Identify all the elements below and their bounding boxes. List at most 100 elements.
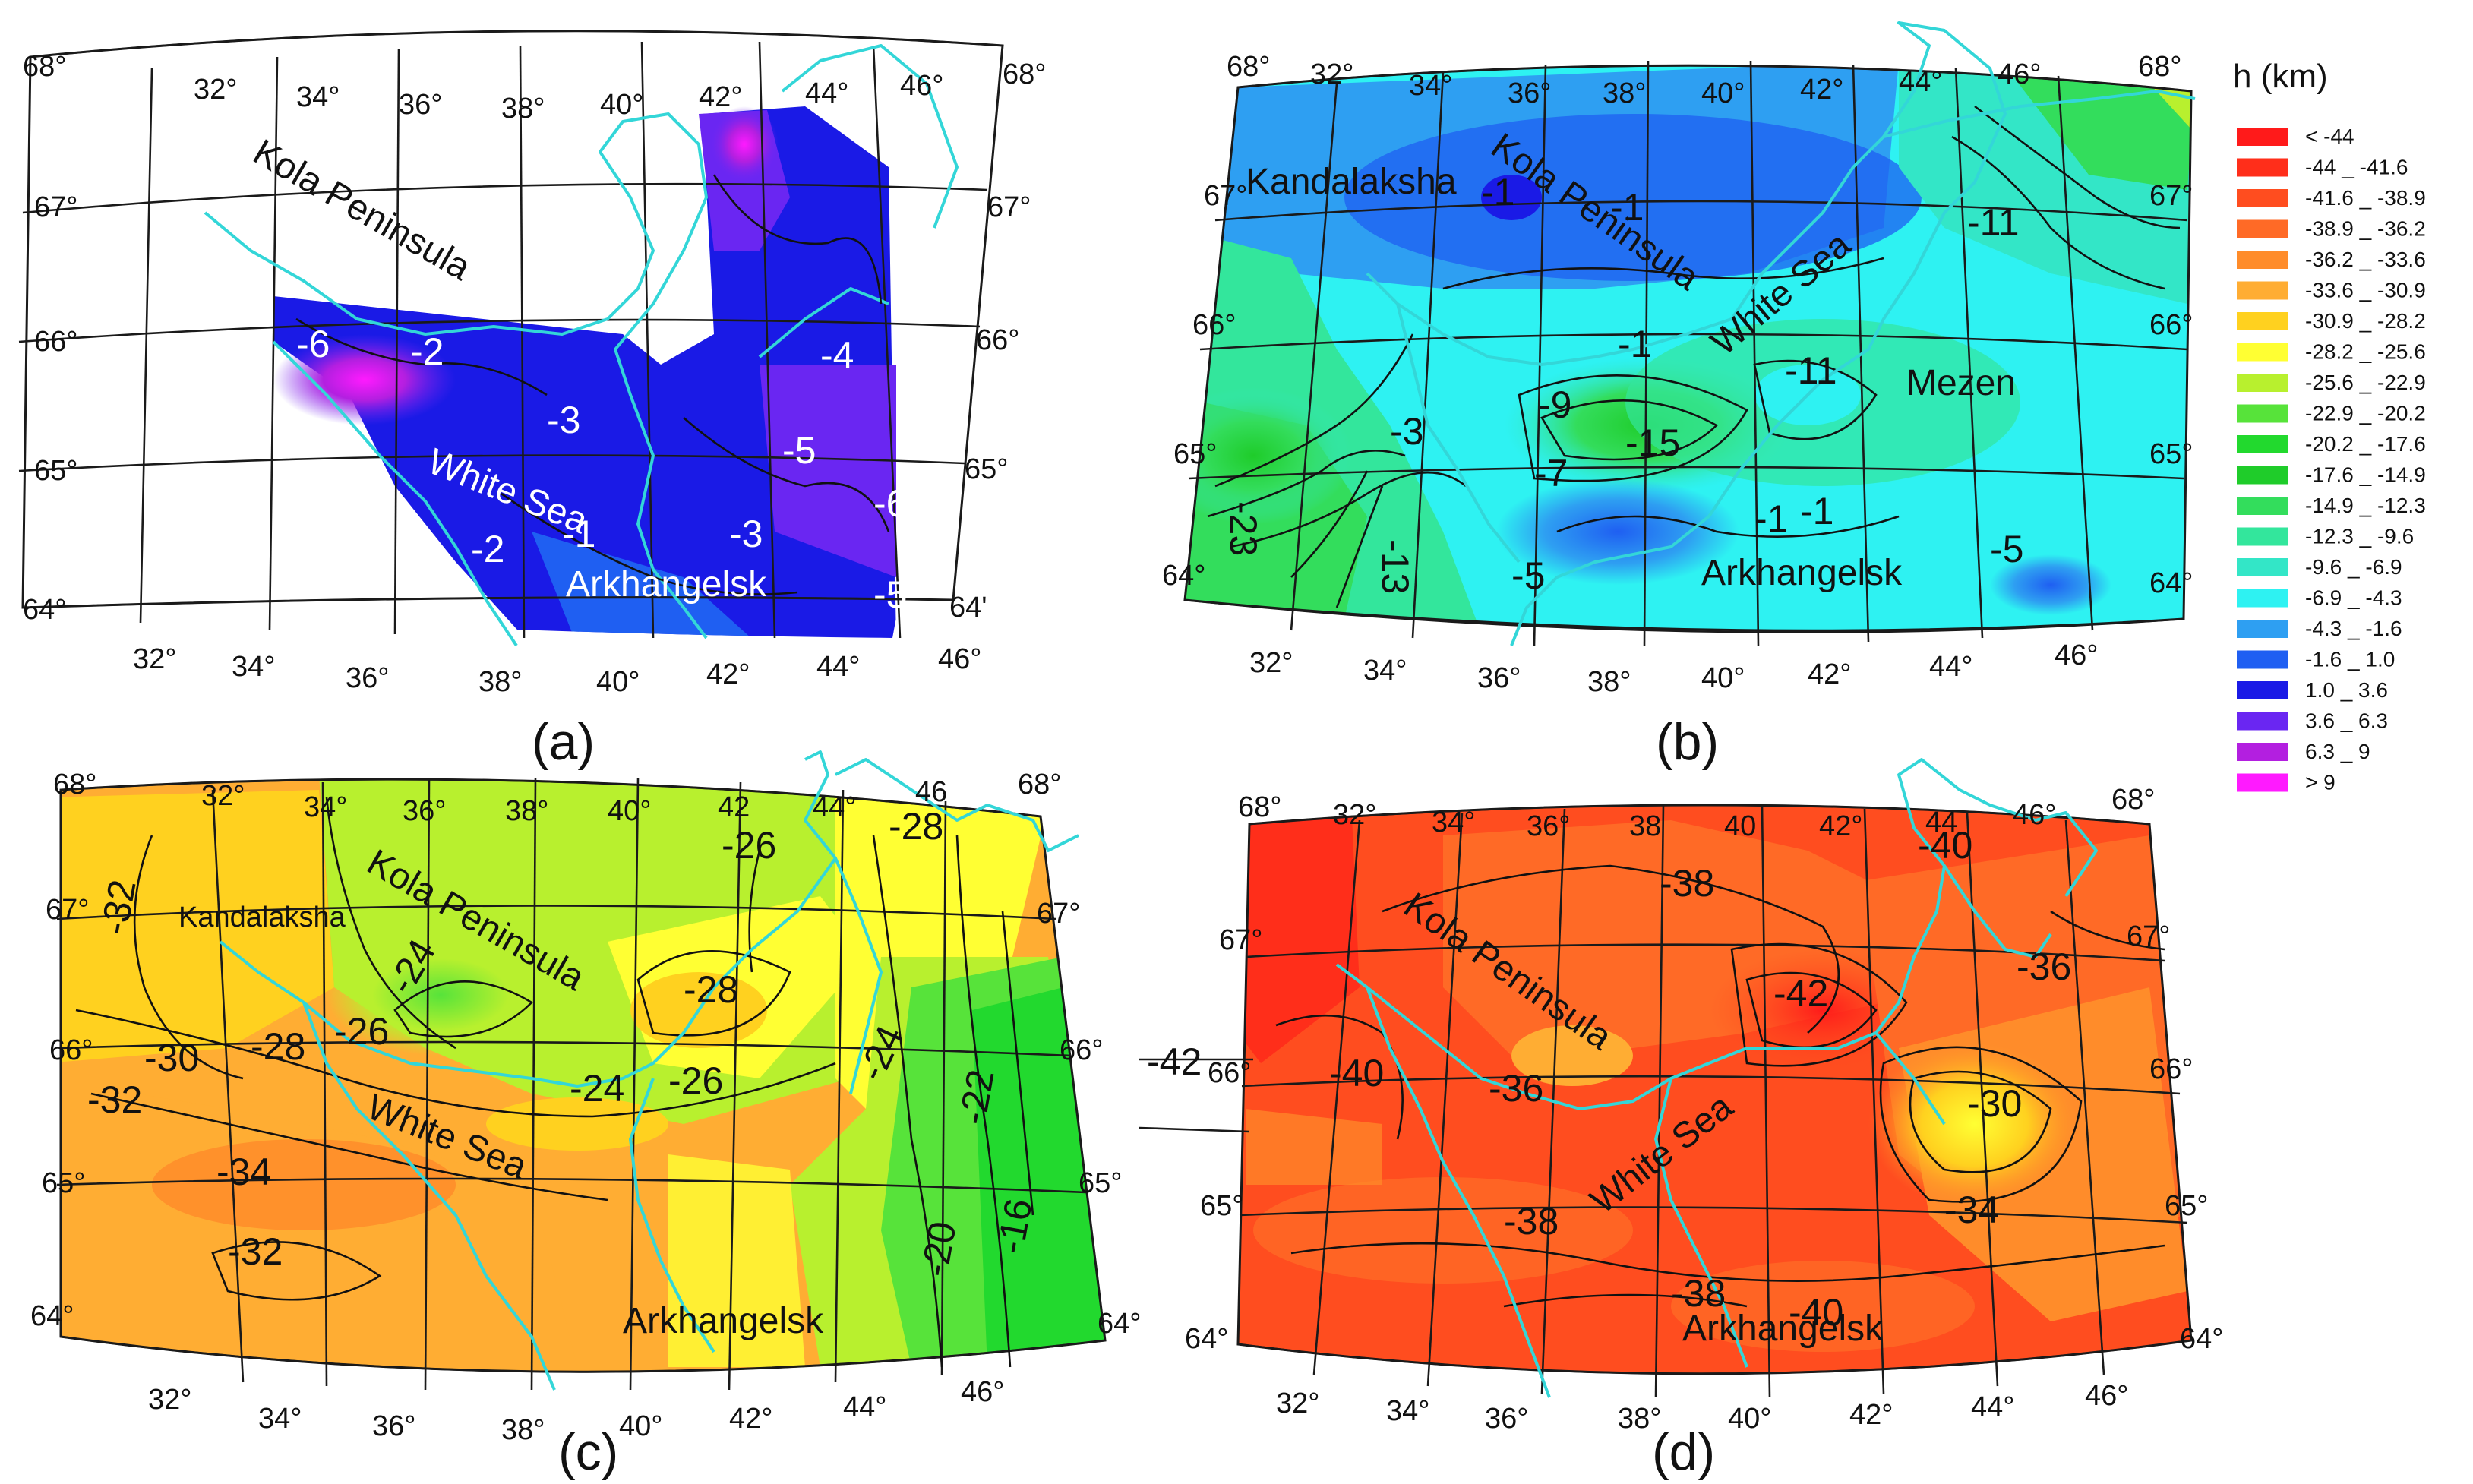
legend-title: h (km) [2233, 58, 2328, 95]
svg-text:-13: -13 [1374, 539, 1417, 594]
place-kola-peninsula: Kola Peninsula [247, 132, 478, 289]
svg-text:36°: 36° [1527, 810, 1570, 842]
panel-d-contour-labels: -38 -40 -36 -42 -42 -40 -36 -30 -38 -34 … [1147, 824, 2071, 1334]
panel-d-contours [1275, 864, 2165, 1308]
panel-b-graticule [1183, 60, 2193, 646]
svg-text:-32: -32 [87, 1078, 142, 1121]
svg-text:42°: 42° [1849, 1399, 1893, 1431]
svg-text:32°: 32° [1276, 1388, 1319, 1419]
svg-text:32°: 32° [1310, 58, 1353, 90]
svg-text:40: 40 [1724, 810, 1756, 842]
svg-text:46°: 46° [961, 1376, 1004, 1408]
legend-label: 3.6 _ 6.3 [2305, 709, 2388, 733]
legend-swatch [2237, 773, 2288, 792]
panel-a-graticule [18, 30, 1004, 639]
svg-text:-1: -1 [562, 513, 595, 555]
svg-text:-7: -7 [1534, 452, 1568, 494]
legend-label: -1.6 _ 1.0 [2305, 648, 2395, 671]
svg-text:-38: -38 [1504, 1200, 1559, 1242]
svg-text:-5: -5 [1511, 554, 1545, 597]
svg-text:64': 64' [949, 592, 987, 624]
legend-label: -36.2 _ -33.6 [2305, 248, 2426, 271]
panel-label-d: (d) [1652, 1423, 1715, 1481]
svg-text:-5: -5 [873, 573, 907, 616]
svg-text:68°: 68° [2138, 51, 2181, 83]
panel-b-contour-labels: -1 -1 -11 -1 -11 -9 -15 -3 -7 -23 -13 -5… [1222, 171, 2023, 597]
svg-text:40°: 40° [1728, 1403, 1771, 1435]
legend-label: -38.9 _ -36.2 [2305, 217, 2426, 241]
panel-c: 68° 67° 66° 65° 64° 68° 67° 66° 65° 64° … [30, 750, 1141, 1481]
svg-text:44°: 44° [1929, 651, 1972, 683]
svg-text:34°: 34° [296, 81, 340, 113]
legend-swatch [2237, 404, 2288, 423]
legend-swatch [2237, 281, 2288, 300]
svg-text:-3: -3 [547, 399, 580, 441]
svg-text:-34: -34 [216, 1151, 271, 1193]
svg-text:40°: 40° [596, 666, 640, 698]
svg-text:64°: 64° [23, 594, 66, 626]
legend: h (km) < -44 -44 _ -41.6 -41.6 _ -38.9 -38.… [2233, 58, 2426, 794]
svg-text:38°: 38° [1603, 77, 1646, 109]
svg-text:68°: 68° [1238, 791, 1281, 823]
panel-c-lat-labels-left: 68° 67° 66° 65° 64° [30, 769, 96, 1332]
legend-label: -25.6 _ -22.9 [2305, 371, 2426, 394]
svg-text:-11: -11 [1967, 201, 2020, 244]
svg-text:-1: -1 [1754, 497, 1788, 540]
svg-text:67°: 67° [46, 894, 89, 926]
svg-text:66°: 66° [1060, 1034, 1103, 1066]
svg-text:65°: 65° [2149, 438, 2193, 470]
legend-swatch [2237, 681, 2288, 699]
panel-c-lat-labels-right: 68° 67° 66° 65° 64° [1018, 769, 1141, 1340]
svg-text:65°: 65° [1079, 1167, 1122, 1199]
svg-text:44: 44 [1925, 807, 1957, 838]
svg-text:66°: 66° [1192, 309, 1236, 341]
legend-swatch [2237, 251, 2288, 269]
place-arkhangelsk: Arkhangelsk [1701, 553, 1903, 593]
panel-d: 68° 67° 66° 65° 64° 68° 67° 66° 65° 64° … [1139, 758, 2223, 1481]
svg-text:44°: 44° [843, 1391, 886, 1423]
svg-text:46°: 46° [900, 70, 943, 102]
svg-text:-38: -38 [1671, 1272, 1726, 1315]
legend-swatch [2237, 219, 2288, 238]
legend-swatch [2237, 189, 2288, 207]
svg-text:65°: 65° [1173, 438, 1217, 470]
svg-text:-2: -2 [471, 528, 504, 570]
svg-text:-32: -32 [93, 876, 144, 938]
legend-swatch [2237, 435, 2288, 453]
svg-text:64°: 64° [2180, 1323, 2223, 1355]
svg-text:68°: 68° [1227, 51, 1270, 83]
legend-swatch [2237, 374, 2288, 392]
svg-text:-1: -1 [1481, 171, 1514, 213]
svg-text:-38: -38 [1660, 862, 1714, 905]
svg-text:38°: 38° [1587, 666, 1631, 698]
svg-text:-22: -22 [951, 1066, 1003, 1128]
legend-swatch [2237, 650, 2288, 669]
svg-text:67°: 67° [34, 191, 77, 223]
svg-text:46: 46 [915, 776, 947, 808]
svg-text:64°: 64° [1098, 1308, 1141, 1340]
svg-text:68°: 68° [1003, 58, 1046, 90]
svg-text:-6: -6 [296, 323, 330, 365]
svg-text:-15: -15 [1625, 422, 1680, 464]
legend-label: -9.6 _ -6.9 [2305, 555, 2402, 579]
legend-label: -12.3 _ -9.6 [2305, 525, 2414, 548]
legend-label: -44 _ -41.6 [2305, 156, 2408, 179]
legend-label: -17.6 _ -14.9 [2305, 463, 2426, 487]
svg-text:-5: -5 [1990, 528, 2023, 570]
svg-text:46°: 46° [1998, 58, 2041, 90]
svg-text:65°: 65° [34, 455, 77, 487]
svg-text:40°: 40° [1701, 77, 1745, 109]
legend-label: 6.3 _ 9 [2305, 740, 2370, 763]
svg-text:42°: 42° [1800, 74, 1843, 106]
svg-text:36°: 36° [346, 662, 389, 694]
svg-text:67°: 67° [987, 191, 1031, 223]
svg-text:67°: 67° [2149, 180, 2193, 212]
svg-text:46°: 46° [2055, 639, 2098, 671]
panel-c-graticule [56, 778, 1107, 1391]
legend-swatch [2237, 158, 2288, 177]
svg-text:38: 38 [1629, 810, 1661, 842]
legend-label: < -44 [2305, 125, 2355, 148]
panel-d-coastline [1335, 758, 2098, 1398]
svg-text:34°: 34° [1363, 655, 1407, 687]
svg-text:36°: 36° [1477, 662, 1521, 694]
